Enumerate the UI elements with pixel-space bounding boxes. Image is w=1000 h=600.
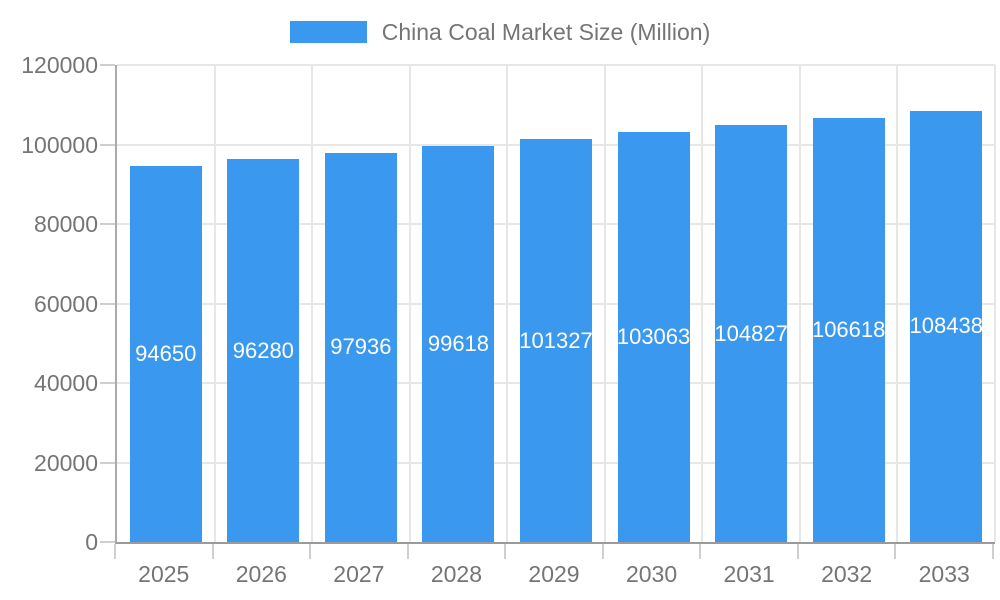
y-axis-tick-mark (100, 64, 115, 66)
gridline-vertical (213, 65, 216, 542)
y-axis-tick-mark (100, 302, 115, 305)
bar-value-label: 108438 (909, 313, 983, 339)
bar: 99618 (422, 146, 495, 542)
x-axis-tick-label: 2028 (430, 561, 483, 587)
gridline-vertical (311, 65, 314, 542)
bar: 108438 (909, 110, 983, 542)
x-axis-tick-mark (504, 544, 507, 559)
legend: China Coal Market Size (Million) (0, 20, 1000, 44)
plot-area: 94650 96280 97936 99618 101327 103063 104827 10… (115, 64, 996, 544)
x-axis-tick-label: 2030 (625, 561, 678, 587)
x-axis-tick-mark (992, 544, 994, 559)
bar-value-label: 104827 (714, 320, 788, 346)
x-axis-tick-label: 2026 (235, 561, 287, 587)
x-axis-tick-label: 2032 (821, 561, 873, 587)
bar-value-label: 96280 (232, 337, 294, 363)
y-axis-tick-mark (100, 541, 115, 543)
x-axis-tick-mark (894, 544, 897, 559)
x-axis-tick-mark (406, 544, 409, 559)
y-axis-tick-label: 0 (85, 529, 98, 555)
bar: 101327 (519, 139, 593, 542)
x-axis-tick-mark (699, 544, 702, 559)
bar: 104827 (714, 125, 788, 542)
gridline-vertical (896, 65, 899, 542)
x-axis-tick-mark (601, 544, 604, 559)
gridline-vertical (701, 65, 704, 542)
x-axis-tick-label: 2027 (333, 561, 385, 587)
gridline-vertical (798, 65, 801, 542)
bar: 106618 (811, 118, 886, 542)
y-axis-tick-label: 20000 (34, 449, 98, 476)
x-axis-tick-label: 2025 (138, 561, 190, 587)
y-axis-tick-mark (100, 461, 115, 464)
gridline-horizontal (117, 64, 995, 66)
bar-value-label: 103063 (616, 324, 691, 350)
gridline-vertical (506, 65, 509, 542)
bar: 103063 (616, 132, 691, 542)
bar-value-label: 97936 (330, 334, 392, 360)
y-axis-tick-label: 60000 (34, 290, 98, 317)
bar: 97936 (324, 152, 397, 542)
x-axis-tick-mark (309, 544, 312, 559)
gridline-vertical (408, 65, 411, 542)
y-axis-tick-label: 100000 (21, 131, 98, 158)
x-axis-tick-label: 2029 (528, 561, 580, 587)
y-axis-tick-mark (100, 143, 115, 146)
gridline-vertical (603, 65, 606, 542)
x-axis-tick-label: 2033 (918, 561, 970, 587)
x-axis-tick-mark (211, 544, 214, 559)
y-axis-tick-mark (100, 382, 115, 384)
bar-value-label: 94650 (135, 340, 197, 366)
bar: 94650 (129, 165, 202, 542)
bar: 96280 (227, 159, 300, 542)
bar-value-label: 101327 (519, 327, 593, 353)
x-axis-tick-mark (114, 544, 116, 559)
gridline-vertical (994, 65, 996, 542)
legend-label: China Coal Market Size (Million) (381, 19, 711, 45)
x-axis-tick-mark (796, 544, 799, 559)
bar-value-label: 106618 (811, 317, 886, 343)
y-axis-tick-label: 40000 (34, 370, 98, 396)
y-axis-tick-label: 120000 (21, 52, 98, 78)
y-axis-tick-label: 80000 (34, 211, 98, 237)
x-axis-tick-label: 2031 (723, 561, 775, 587)
bar-value-label: 99618 (427, 331, 490, 357)
y-axis-tick-mark (100, 223, 115, 225)
legend-swatch (289, 21, 367, 43)
